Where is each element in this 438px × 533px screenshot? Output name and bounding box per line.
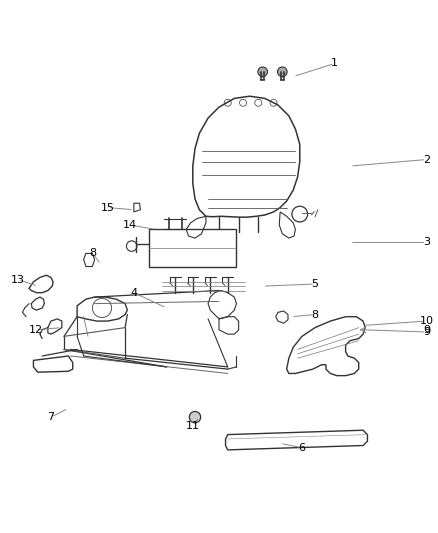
Text: 5: 5	[311, 279, 318, 289]
Text: 13: 13	[11, 274, 25, 285]
Text: 15: 15	[101, 203, 115, 213]
Text: 7: 7	[47, 412, 54, 422]
Text: 8: 8	[89, 248, 96, 259]
Text: 9: 9	[423, 325, 430, 335]
Text: 11: 11	[186, 421, 200, 431]
Bar	[149, 229, 237, 266]
Text: 8: 8	[311, 310, 318, 319]
Circle shape	[258, 67, 268, 77]
Text: 10: 10	[420, 316, 433, 326]
Circle shape	[189, 411, 201, 423]
Text: 6: 6	[298, 443, 305, 453]
Text: 9: 9	[423, 327, 430, 337]
Circle shape	[278, 67, 287, 77]
Text: 4: 4	[130, 288, 138, 298]
Text: 3: 3	[423, 238, 430, 247]
Text: 1: 1	[331, 59, 338, 68]
Text: 2: 2	[423, 155, 430, 165]
Text: 12: 12	[28, 325, 42, 335]
Text: 14: 14	[123, 220, 137, 230]
